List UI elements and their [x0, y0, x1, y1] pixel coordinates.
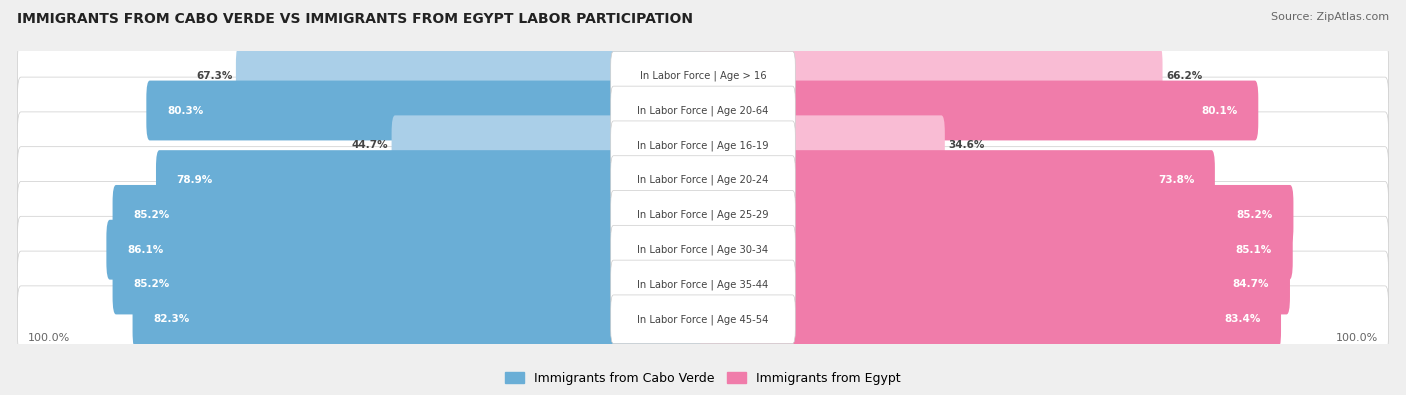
FancyBboxPatch shape — [107, 220, 706, 280]
Text: 85.2%: 85.2% — [134, 210, 170, 220]
Text: 83.4%: 83.4% — [1225, 314, 1260, 324]
FancyBboxPatch shape — [610, 86, 796, 135]
Text: In Labor Force | Age 20-64: In Labor Force | Age 20-64 — [637, 105, 769, 116]
FancyBboxPatch shape — [700, 46, 1163, 105]
FancyBboxPatch shape — [112, 254, 706, 314]
FancyBboxPatch shape — [156, 150, 706, 210]
FancyBboxPatch shape — [236, 46, 706, 105]
FancyBboxPatch shape — [610, 260, 796, 309]
FancyBboxPatch shape — [17, 286, 1389, 353]
FancyBboxPatch shape — [700, 115, 945, 175]
Text: In Labor Force | Age 30-34: In Labor Force | Age 30-34 — [637, 245, 769, 255]
FancyBboxPatch shape — [700, 150, 1215, 210]
FancyBboxPatch shape — [610, 190, 796, 239]
FancyBboxPatch shape — [17, 42, 1389, 109]
Text: 78.9%: 78.9% — [177, 175, 212, 185]
FancyBboxPatch shape — [112, 185, 706, 245]
FancyBboxPatch shape — [17, 112, 1389, 179]
Text: In Labor Force | Age 25-29: In Labor Force | Age 25-29 — [637, 210, 769, 220]
FancyBboxPatch shape — [17, 251, 1389, 318]
FancyBboxPatch shape — [610, 295, 796, 344]
FancyBboxPatch shape — [610, 225, 796, 274]
Text: 67.3%: 67.3% — [195, 71, 232, 81]
FancyBboxPatch shape — [392, 115, 706, 175]
Text: In Labor Force | Age > 16: In Labor Force | Age > 16 — [640, 70, 766, 81]
Text: In Labor Force | Age 45-54: In Labor Force | Age 45-54 — [637, 314, 769, 325]
FancyBboxPatch shape — [610, 51, 796, 100]
Text: 80.3%: 80.3% — [167, 105, 204, 115]
Text: 80.1%: 80.1% — [1201, 105, 1237, 115]
FancyBboxPatch shape — [700, 254, 1289, 314]
FancyBboxPatch shape — [700, 81, 1258, 141]
Text: In Labor Force | Age 20-24: In Labor Force | Age 20-24 — [637, 175, 769, 185]
FancyBboxPatch shape — [17, 147, 1389, 214]
Text: 44.7%: 44.7% — [352, 140, 388, 150]
Text: Source: ZipAtlas.com: Source: ZipAtlas.com — [1271, 12, 1389, 22]
FancyBboxPatch shape — [700, 220, 1292, 280]
Legend: Immigrants from Cabo Verde, Immigrants from Egypt: Immigrants from Cabo Verde, Immigrants f… — [501, 367, 905, 390]
Text: 85.2%: 85.2% — [134, 280, 170, 290]
Text: 100.0%: 100.0% — [28, 333, 70, 343]
FancyBboxPatch shape — [700, 290, 1281, 349]
Text: 85.1%: 85.1% — [1236, 245, 1272, 255]
FancyBboxPatch shape — [17, 216, 1389, 283]
Text: IMMIGRANTS FROM CABO VERDE VS IMMIGRANTS FROM EGYPT LABOR PARTICIPATION: IMMIGRANTS FROM CABO VERDE VS IMMIGRANTS… — [17, 12, 693, 26]
Text: 66.2%: 66.2% — [1166, 71, 1202, 81]
Text: 84.7%: 84.7% — [1233, 280, 1270, 290]
Text: 73.8%: 73.8% — [1157, 175, 1194, 185]
FancyBboxPatch shape — [17, 77, 1389, 144]
Text: In Labor Force | Age 35-44: In Labor Force | Age 35-44 — [637, 279, 769, 290]
FancyBboxPatch shape — [146, 81, 706, 141]
FancyBboxPatch shape — [17, 181, 1389, 248]
Text: 100.0%: 100.0% — [1336, 333, 1378, 343]
Text: 34.6%: 34.6% — [948, 140, 984, 150]
Text: In Labor Force | Age 16-19: In Labor Force | Age 16-19 — [637, 140, 769, 150]
FancyBboxPatch shape — [610, 121, 796, 170]
FancyBboxPatch shape — [700, 185, 1294, 245]
Text: 82.3%: 82.3% — [153, 314, 190, 324]
FancyBboxPatch shape — [132, 290, 706, 349]
FancyBboxPatch shape — [610, 156, 796, 205]
Text: 86.1%: 86.1% — [127, 245, 163, 255]
Text: 85.2%: 85.2% — [1236, 210, 1272, 220]
